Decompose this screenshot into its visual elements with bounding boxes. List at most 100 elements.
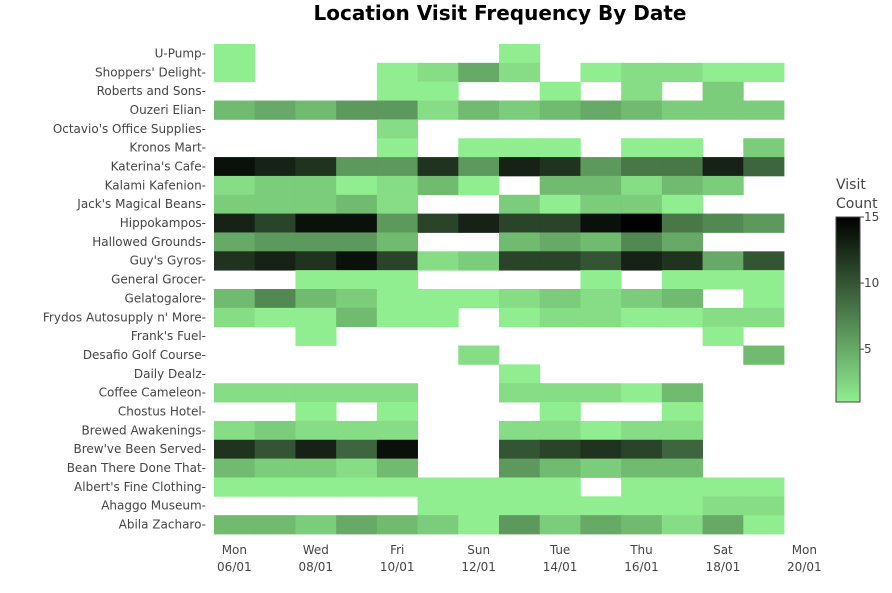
heatmap-cell xyxy=(661,232,703,252)
heatmap-cell xyxy=(539,477,581,497)
heatmap-cell xyxy=(376,477,418,497)
heatmap-cell xyxy=(417,251,459,271)
y-label: Octavio's Office Supplies- xyxy=(53,122,206,136)
colorbar-tick-label: 10 xyxy=(864,276,879,290)
heatmap-cell xyxy=(743,307,785,328)
heatmap-cell xyxy=(702,251,744,271)
heatmap-cell xyxy=(580,439,622,460)
heatmap-cell xyxy=(295,100,337,120)
heatmap-cell xyxy=(458,496,500,516)
heatmap-cell xyxy=(499,496,541,516)
heatmap-cell xyxy=(376,175,418,196)
heatmap-cell xyxy=(743,515,785,535)
heatmap-cell xyxy=(580,62,622,83)
heatmap-cell xyxy=(214,251,256,271)
colorbar-tick-label: 5 xyxy=(864,342,872,356)
chart-title: Location Visit Frequency By Date xyxy=(314,1,687,25)
heatmap-cell xyxy=(621,157,663,177)
heatmap-cell xyxy=(417,307,459,328)
heatmap-cell xyxy=(254,420,296,441)
heatmap-cell xyxy=(458,251,500,271)
heatmap-cell xyxy=(539,307,581,328)
heatmap-cell xyxy=(254,307,296,328)
heatmap-cell xyxy=(621,81,663,101)
heatmap-cell xyxy=(214,420,256,441)
heatmap-cell xyxy=(539,289,581,309)
heatmap-cell xyxy=(621,420,663,441)
heatmap-cell xyxy=(621,289,663,309)
heatmap-cell xyxy=(621,515,663,535)
x-tick-day: Mon xyxy=(792,543,817,557)
y-label: Kalami Kafenion- xyxy=(105,178,206,192)
heatmap-cell xyxy=(499,458,541,478)
heatmap-cell xyxy=(376,62,418,83)
heatmap-cell xyxy=(661,100,703,120)
heatmap-cell xyxy=(417,100,459,120)
heatmap-cell xyxy=(499,100,541,120)
heatmap-cell xyxy=(336,307,378,328)
heatmap-cell xyxy=(539,458,581,478)
heatmap-cell xyxy=(661,157,703,177)
heatmap-cell xyxy=(295,326,337,346)
heatmap-cell xyxy=(661,383,703,403)
heatmap-cell xyxy=(580,175,622,196)
heatmap-cell xyxy=(376,100,418,120)
y-label: Frank's Fuel- xyxy=(131,329,206,343)
y-label: Abila Zacharo- xyxy=(119,518,206,532)
y-label: Roberts and Sons- xyxy=(97,84,206,98)
heatmap-cell xyxy=(702,213,744,233)
heatmap-cell xyxy=(376,194,418,215)
heatmap-cell xyxy=(702,81,744,101)
heatmap-cell xyxy=(499,515,541,535)
heatmap-cell xyxy=(580,458,622,478)
heatmap-cell xyxy=(376,458,418,478)
heatmap-cell xyxy=(580,307,622,328)
heatmap-cell xyxy=(376,383,418,403)
heatmap-cell xyxy=(214,100,256,120)
x-tick-date: 16/01 xyxy=(624,560,659,574)
heatmap-cell xyxy=(743,138,785,158)
heatmap-cell xyxy=(661,420,703,441)
heatmap-cell xyxy=(214,439,256,460)
heatmap-cell xyxy=(336,477,378,497)
heatmap-cell xyxy=(743,251,785,271)
y-label: Chostus Hotel- xyxy=(118,405,206,419)
heatmap-cell xyxy=(743,289,785,309)
heatmap-cell xyxy=(499,477,541,497)
x-tick-date: 14/01 xyxy=(543,560,578,574)
heatmap-cell xyxy=(661,477,703,497)
y-label: Hippokampos- xyxy=(120,216,206,230)
colorbar-title-line2: Count xyxy=(836,196,878,212)
x-tick-day: Mon xyxy=(222,543,247,557)
heatmap-cell xyxy=(417,515,459,535)
y-label: Brewed Awakenings- xyxy=(82,423,206,437)
heatmap-cell xyxy=(214,515,256,535)
heatmap-cell xyxy=(254,458,296,478)
heatmap-cell xyxy=(376,420,418,441)
heatmap-cell xyxy=(417,175,459,196)
colorbar-title-line1: Visit xyxy=(836,177,866,193)
heatmap-cell xyxy=(580,420,622,441)
y-label: Hallowed Grounds- xyxy=(92,235,206,249)
heatmap-cell xyxy=(621,251,663,271)
heatmap-cells xyxy=(214,44,785,535)
heatmap-cell xyxy=(458,477,500,497)
heatmap-cell xyxy=(336,175,378,196)
heatmap-cell xyxy=(336,458,378,478)
y-label: Katerina's Cafe- xyxy=(111,160,206,174)
y-label: Albert's Fine Clothing- xyxy=(74,480,206,494)
y-label: Coffee Cameleon- xyxy=(99,386,206,400)
heatmap-cell xyxy=(214,213,256,233)
heatmap-cell xyxy=(580,251,622,271)
y-label: Ahaggo Museum- xyxy=(101,499,206,513)
heatmap-cell xyxy=(376,289,418,309)
heatmap-cell xyxy=(295,157,337,177)
heatmap-cell xyxy=(336,194,378,215)
heatmap-cell xyxy=(336,439,378,460)
heatmap-cell xyxy=(254,383,296,403)
heatmap-cell xyxy=(295,213,337,233)
heatmap-cell xyxy=(295,270,337,290)
heatmap-cell xyxy=(254,175,296,196)
heatmap-cell xyxy=(336,232,378,252)
y-label: Daily Dealz- xyxy=(134,367,206,381)
